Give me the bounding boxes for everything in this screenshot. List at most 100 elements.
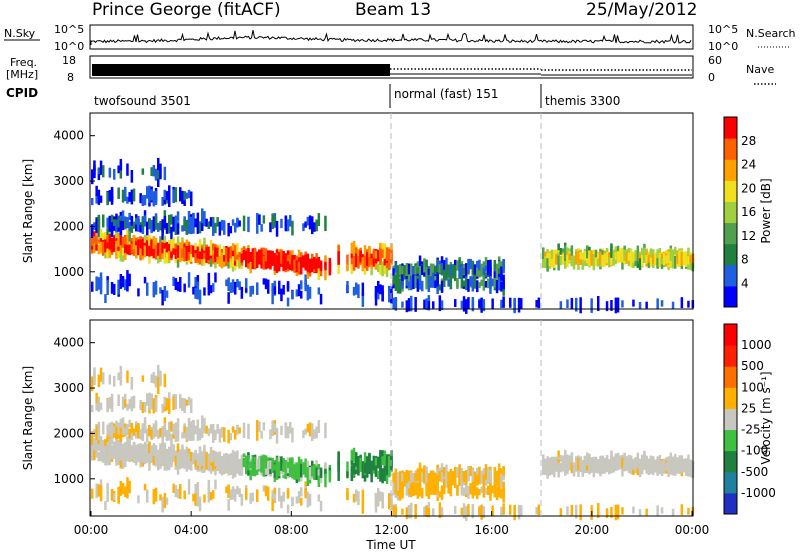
- velocity-cell: [163, 442, 167, 451]
- power-cell: [667, 251, 670, 264]
- colorbar-swatch: [724, 429, 737, 452]
- power-cell: [236, 279, 239, 288]
- velocity-cell: [379, 462, 382, 472]
- velocity-cell: [396, 479, 400, 491]
- power-cell: [227, 277, 230, 291]
- velocity-cell: [99, 402, 103, 410]
- velocity-cell: [308, 467, 312, 480]
- power-cell: [93, 160, 96, 172]
- velocity-cell: [91, 376, 94, 392]
- power-cell: [374, 292, 378, 306]
- velocity-cell: [636, 467, 640, 475]
- power-cell: [165, 223, 169, 234]
- power-cell: [227, 250, 230, 262]
- velocity-cell: [608, 464, 611, 475]
- power-cell: [256, 252, 259, 263]
- velocity-cell: [361, 499, 365, 514]
- velocity-cell: [152, 445, 156, 456]
- velocity-cell: [170, 433, 173, 447]
- mode-label-twofsound: twofsound 3501: [94, 94, 191, 108]
- power-cell: [564, 253, 567, 269]
- power-cell: [99, 160, 103, 175]
- velocity-cell: [143, 453, 147, 464]
- velocity-cell: [610, 507, 613, 518]
- power-cell: [192, 217, 195, 234]
- velocity-cell: [141, 451, 145, 463]
- power-cell: [146, 221, 149, 236]
- velocity-cell: [480, 470, 483, 484]
- velocity-cell: [148, 392, 151, 406]
- velocity-cell: [132, 428, 136, 436]
- velocity-cell: [106, 424, 109, 435]
- velocity-cell: [308, 493, 312, 506]
- power-cell: [108, 215, 112, 231]
- velocity-cell: [324, 470, 327, 478]
- velocity-cell: [284, 464, 288, 477]
- power-cell: [352, 286, 356, 296]
- velocity-cell: [128, 399, 131, 409]
- velocity-cell: [447, 486, 450, 494]
- power-cell: [115, 243, 118, 253]
- power-cell: [489, 276, 492, 290]
- velocity-cell: [152, 423, 156, 439]
- power-cell: [231, 243, 235, 258]
- power-cell: [198, 243, 202, 252]
- power-cell: [297, 261, 301, 272]
- velocity-cell: [484, 472, 488, 479]
- power-cell: [632, 251, 635, 263]
- power-cell: [418, 275, 422, 290]
- power-cell: [436, 261, 439, 268]
- colorbar-swatch: [724, 180, 737, 202]
- velocity-cell: [113, 493, 116, 501]
- power-cell: [194, 242, 197, 251]
- freq-panel: Freq. [MHz] 18 8 60 0 Nave: [6, 54, 776, 85]
- power-cell: [451, 270, 455, 279]
- power-cell: [407, 263, 411, 277]
- power-cell: [676, 254, 679, 264]
- power-cell: [194, 287, 197, 299]
- velocity-cell: [656, 456, 659, 468]
- velocity-cell: [139, 400, 142, 411]
- velocity-cell: [495, 470, 499, 487]
- power-cell: [297, 284, 301, 297]
- power-cell: [106, 217, 109, 228]
- velocity-cell: [399, 486, 402, 501]
- velocity-cell: [163, 449, 167, 462]
- power-cell: [168, 192, 171, 207]
- velocity-cell: [218, 458, 222, 474]
- power-cell: [214, 222, 217, 234]
- velocity-cell: [388, 456, 391, 471]
- velocity-cell: [634, 466, 637, 474]
- velocity-cell: [282, 491, 285, 502]
- power-cell: [165, 252, 169, 261]
- power-cell: [317, 262, 321, 269]
- power-cell: [135, 245, 138, 259]
- power-cell: [168, 217, 171, 234]
- power-cell: [231, 250, 235, 262]
- power-cell: [185, 246, 189, 261]
- freq-unit-label: [MHz]: [6, 68, 38, 81]
- velocity-cell: [148, 441, 151, 453]
- power-cell: [537, 297, 541, 309]
- power-cell: [410, 265, 413, 276]
- power-cell: [284, 256, 288, 263]
- power-cell: [93, 239, 96, 254]
- power-cell: [685, 251, 688, 261]
- velocity-cell: [214, 454, 217, 466]
- power-cell: [209, 239, 213, 256]
- velocity-cell: [196, 488, 200, 501]
- velocity-cell: [132, 395, 136, 409]
- power-cell: [663, 252, 666, 266]
- power-cell: [194, 253, 197, 260]
- velocity-cell: [383, 450, 387, 466]
- velocity-cell: [159, 454, 162, 466]
- power-cell: [361, 292, 365, 307]
- velocity-cell: [97, 436, 101, 444]
- power-cell: [647, 257, 651, 269]
- velocity-cell: [256, 428, 259, 441]
- power-cell: [203, 237, 206, 251]
- velocity-cell: [317, 420, 321, 433]
- power-cell: [229, 258, 233, 268]
- power-cell: [566, 299, 569, 308]
